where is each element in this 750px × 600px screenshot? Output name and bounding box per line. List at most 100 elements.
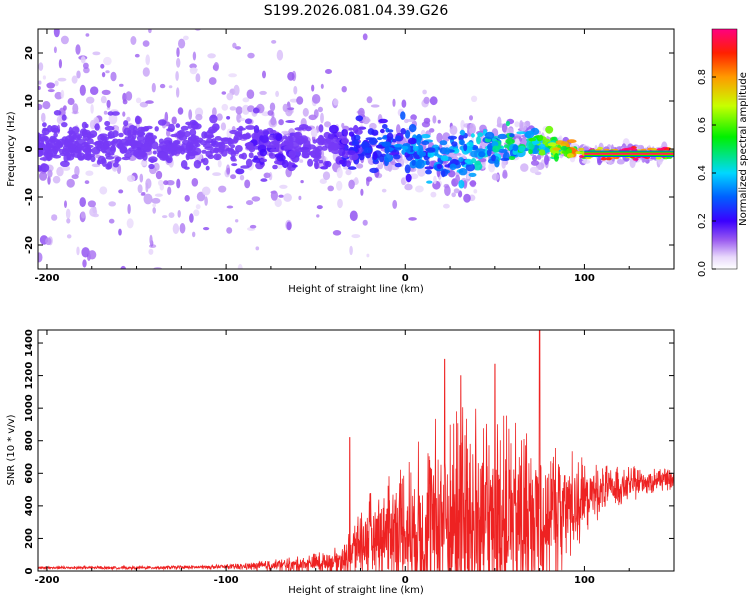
spectrogram-ridge-blob <box>425 160 430 166</box>
spectrogram-x-label: Height of straight line (km) <box>288 284 424 295</box>
spectrogram-blob <box>281 130 289 134</box>
spectrogram-blob <box>148 248 154 255</box>
spectrogram-ridge-blob <box>57 138 66 145</box>
spectrogram-ridge-blob <box>180 160 188 169</box>
spectrogram-ridge-blob <box>421 140 430 145</box>
spectrogram-ridge-blob <box>248 145 255 151</box>
spectrogram-blob <box>229 106 237 111</box>
spectrogram-ridge-blob <box>470 133 475 138</box>
spectrogram-ridge-blob <box>60 160 70 167</box>
spectrogram-ridge-blob <box>382 124 388 129</box>
spectrogram-ridge-blob <box>154 126 159 132</box>
spectrogram-ridge-blob <box>61 122 68 128</box>
spectrogram-ridge-blob <box>89 153 95 157</box>
snr-y-tick-label: 1200 <box>24 362 35 390</box>
spectrogram-blob <box>409 173 419 180</box>
spectrogram-ridge-blob <box>424 166 434 170</box>
spectrogram-blob <box>444 185 451 197</box>
spectrogram-blob <box>38 62 44 71</box>
spectrogram-blob <box>536 154 542 160</box>
spectrogram-ridge-blob <box>426 180 433 184</box>
spectrogram-blob <box>203 227 210 231</box>
spectrogram-blob <box>442 132 451 142</box>
spectrogram-blob <box>85 170 94 176</box>
spectrogram-blob <box>423 96 430 104</box>
spectrogram-blob <box>336 167 343 179</box>
spectrogram-ridge-blob <box>436 163 443 170</box>
spectrogram-ridge-blob <box>98 144 105 148</box>
spectrogram-ridge-blob <box>292 132 300 137</box>
spectrogram-ridge-blob <box>369 167 379 174</box>
spectrogram-blob <box>122 99 128 105</box>
spectrogram-ridge-blob <box>578 147 585 151</box>
colorbar-tick-label: 0.6 <box>697 117 708 133</box>
spectrogram-blob <box>118 228 122 236</box>
spectrogram-ridge-blob <box>94 123 100 131</box>
spectrogram-blob <box>401 99 407 108</box>
spectrogram-ridge-blob <box>650 148 657 151</box>
spectrogram-blob <box>319 178 327 184</box>
spectrogram-ridge-blob <box>226 116 231 120</box>
spectrogram-blob <box>83 62 89 69</box>
spectrogram-blob <box>183 35 189 41</box>
spectrogram-ridge-blob <box>553 153 559 162</box>
spectrogram-blob <box>207 53 216 59</box>
spectrogram-blob <box>82 259 87 268</box>
spectrogram-ridge-blob <box>358 153 365 161</box>
spectrogram-ridge-blob <box>361 141 369 150</box>
snr-y-ticks: 0 200 400 600 800 1000 1200 1400 <box>24 329 674 574</box>
spectrogram-ridge-blob <box>566 148 572 155</box>
snr-x-tick-label: -100 <box>214 575 239 586</box>
spectrogram-blob <box>103 56 112 66</box>
spectrogram-blob <box>226 128 233 139</box>
spectrogram-blob <box>239 117 246 122</box>
spectrogram-blob <box>105 70 110 74</box>
spectrogram-blob <box>189 213 194 223</box>
spectrogram-blob <box>226 92 234 101</box>
spectrogram-ridge-blob <box>134 147 142 151</box>
spectrogram-ridge-blob <box>552 147 561 151</box>
spectrogram-ridge-blob <box>86 131 92 140</box>
spectrogram-ridge-blob <box>394 162 402 168</box>
spectrogram-blob <box>276 49 284 61</box>
spectrogram-ridge-blob <box>505 120 510 127</box>
spectrogram-ridge-blob <box>59 152 69 157</box>
spectrogram-blob <box>246 89 255 99</box>
spectrogram-ridge-blob <box>405 173 412 183</box>
spectrogram-blob <box>479 142 485 147</box>
spectrogram-blob <box>360 188 364 196</box>
spectrogram-blob <box>38 86 41 90</box>
spectrogram-ridge-blob <box>235 145 243 153</box>
spectrogram-ridge-blob <box>161 144 167 151</box>
spectrogram-ridge-blob <box>248 152 254 159</box>
spectrogram-ridge-blob <box>339 159 346 165</box>
spectrogram-ridge-blob <box>547 142 557 147</box>
spectrogram-ridge-blob <box>201 149 207 154</box>
spectrogram-blob <box>362 116 370 125</box>
spectrogram-blob <box>111 22 117 25</box>
spectrogram-blob <box>251 196 261 202</box>
spectrogram-blob <box>529 166 539 174</box>
spectrogram-blob <box>312 94 321 104</box>
spectrogram-blob <box>310 128 318 138</box>
spectrogram-ridge-blob <box>266 144 272 149</box>
spectrogram-ridge-blob <box>227 138 234 145</box>
spectrogram-blob <box>39 171 48 181</box>
spectrogram-blob <box>154 193 163 197</box>
spectrogram-blob <box>218 185 227 193</box>
spectrogram-ridge-blob <box>509 133 515 138</box>
spectrogram-blob <box>213 62 219 72</box>
spectrogram-ridge-blob <box>538 149 546 156</box>
spectrogram-blob <box>212 172 222 177</box>
spectrogram-blob <box>80 211 86 219</box>
spectrogram-ridge-blob <box>104 120 111 127</box>
spectrogram-ridge-blob <box>107 130 115 139</box>
snr-x-ticks: -200 -100 0 100 <box>34 330 675 586</box>
spectrogram-ridge-blob <box>575 151 582 155</box>
spectrogram-blob <box>269 102 276 112</box>
spectrogram-blob <box>159 183 164 191</box>
spectrogram-blob <box>282 103 288 112</box>
snr-x-tick-label: 100 <box>574 575 595 586</box>
spectrogram-blob <box>392 199 398 209</box>
spectrogram-blob <box>86 96 95 104</box>
